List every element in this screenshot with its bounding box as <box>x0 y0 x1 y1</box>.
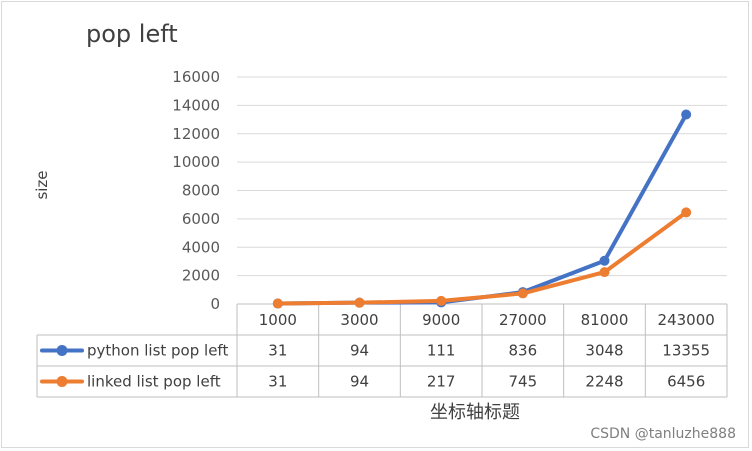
data-point <box>681 109 692 120</box>
legend-label: linked list pop left <box>87 373 221 391</box>
table-value: 2248 <box>585 373 623 391</box>
table-value: 745 <box>509 373 538 391</box>
y-tick-label: 12000 <box>172 125 220 143</box>
x-axis-label: 坐标轴标题 <box>430 402 520 423</box>
table-value: 31 <box>268 373 287 391</box>
table-value: 94 <box>350 342 369 360</box>
table-value: 111 <box>427 342 456 360</box>
table-value: 3048 <box>585 342 623 360</box>
data-point <box>599 255 610 266</box>
y-tick-label: 6000 <box>182 210 220 228</box>
data-point <box>517 288 528 299</box>
x-category-label: 27000 <box>499 311 547 329</box>
data-point <box>436 295 447 306</box>
watermark: CSDN @tanluzhe888 <box>590 426 736 442</box>
table-value: 13355 <box>662 342 710 360</box>
series-line <box>275 210 689 306</box>
y-tick-label: 16000 <box>172 68 220 86</box>
legend-label: python list pop left <box>87 342 228 360</box>
data-point <box>599 267 610 278</box>
x-category-label: 1000 <box>259 311 297 329</box>
x-category-label: 9000 <box>422 311 460 329</box>
data-point <box>272 298 283 309</box>
legend-marker <box>56 345 68 356</box>
table-value: 94 <box>350 373 369 391</box>
chart-title: pop left <box>86 20 178 48</box>
y-tick-label: 0 <box>210 295 220 313</box>
x-category-label: 243000 <box>658 311 715 329</box>
data-point <box>681 207 692 218</box>
y-tick-label: 10000 <box>172 153 220 171</box>
y-tick-label: 8000 <box>182 182 220 200</box>
y-tick-label: 14000 <box>172 96 220 114</box>
data-point <box>354 297 365 308</box>
x-category-label: 3000 <box>340 311 378 329</box>
legend-marker <box>56 376 68 387</box>
y-tick-label: 2000 <box>182 267 220 285</box>
table-value: 6456 <box>667 373 705 391</box>
table-value: 217 <box>427 373 456 391</box>
table-value: 31 <box>268 342 287 360</box>
x-category-label: 81000 <box>581 311 629 329</box>
y-tick-label: 4000 <box>182 238 220 256</box>
table-value: 836 <box>509 342 538 360</box>
